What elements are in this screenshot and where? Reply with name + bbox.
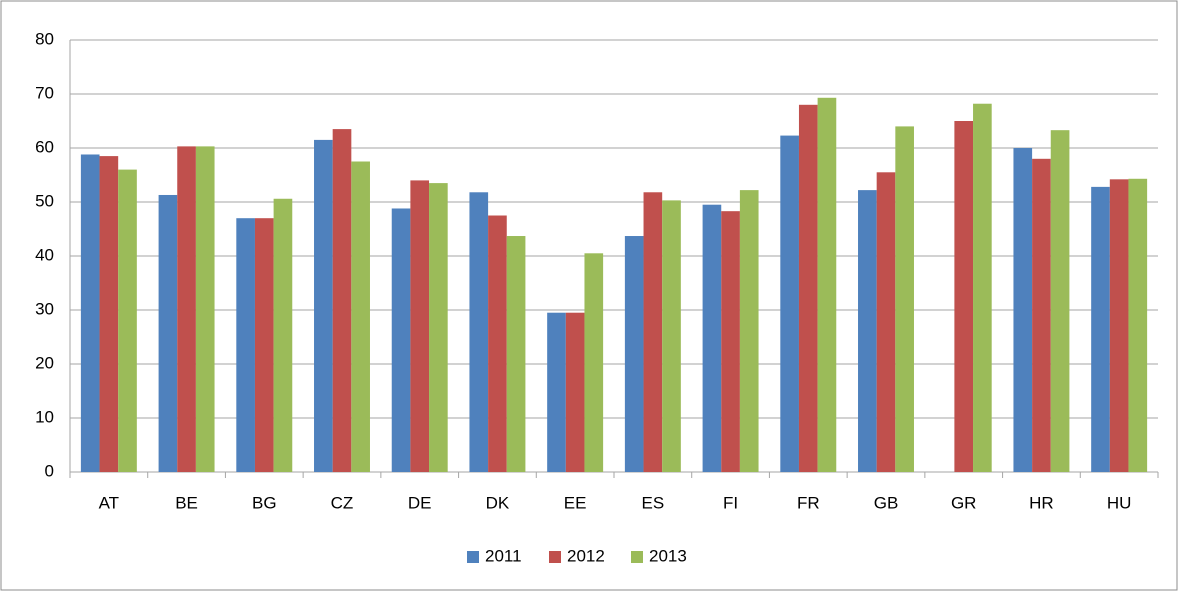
- bar: [565, 312, 585, 472]
- bar: [721, 211, 740, 472]
- y-tick-label: 60: [35, 137, 54, 156]
- x-tick-label: ES: [642, 493, 665, 512]
- y-tick-label: 80: [35, 29, 54, 48]
- bar: [314, 139, 333, 472]
- y-tick-label: 10: [35, 407, 54, 426]
- bar: [1013, 148, 1033, 472]
- bar: [895, 126, 914, 473]
- x-tick-label: DE: [408, 493, 432, 512]
- x-tick-label: GB: [874, 493, 899, 512]
- bar: [817, 97, 837, 472]
- x-tick-label: GR: [951, 493, 977, 512]
- x-tick-label: CZ: [331, 493, 354, 512]
- bar: [702, 204, 722, 472]
- bar: [780, 135, 799, 472]
- y-tick-label: 20: [35, 353, 54, 372]
- x-tick-label: BE: [175, 493, 198, 512]
- bar: [410, 180, 430, 472]
- bar: [469, 192, 489, 472]
- y-tick-label: 0: [45, 461, 54, 480]
- bar: [643, 192, 663, 472]
- bar: [488, 215, 507, 472]
- x-tick-label: AT: [99, 493, 119, 512]
- bar: [624, 236, 644, 472]
- bar: [1032, 158, 1051, 473]
- bar: [195, 146, 215, 472]
- legend-label: 2013: [649, 546, 687, 565]
- x-tick-label: EE: [564, 493, 587, 512]
- bar: [80, 154, 100, 473]
- bar: [662, 200, 681, 472]
- bar: [876, 172, 896, 473]
- bar: [177, 146, 196, 472]
- bar: [584, 253, 604, 472]
- x-tick-label: DK: [486, 493, 510, 512]
- y-tick-label: 40: [35, 245, 54, 264]
- y-tick-label: 30: [35, 299, 54, 318]
- x-tick-label: BG: [252, 493, 277, 512]
- x-tick-label: FR: [797, 493, 820, 512]
- legend-label: 2012: [567, 546, 605, 565]
- bar: [254, 218, 274, 472]
- legend-swatch: [467, 551, 479, 563]
- bar: [429, 183, 448, 472]
- bar: [547, 312, 566, 472]
- bar: [506, 236, 526, 472]
- x-tick-label: FI: [723, 493, 738, 512]
- y-tick-label: 50: [35, 191, 54, 210]
- bar: [1128, 178, 1148, 472]
- bar: [236, 218, 255, 472]
- bar: [858, 190, 877, 472]
- bar: [391, 208, 411, 473]
- bar: [798, 104, 818, 473]
- x-tick-label: HR: [1029, 493, 1054, 512]
- y-tick-label: 70: [35, 83, 54, 102]
- bar: [273, 198, 293, 472]
- bar: [99, 156, 119, 472]
- x-tick-label: HU: [1107, 493, 1132, 512]
- bar: [332, 129, 352, 472]
- bar: [1109, 179, 1129, 472]
- bar: [973, 103, 992, 472]
- bar: [1050, 130, 1070, 472]
- legend-label: 2011: [485, 546, 522, 565]
- legend-swatch: [549, 551, 561, 563]
- bar: [739, 190, 759, 472]
- bar: [158, 194, 178, 473]
- legend-swatch: [631, 551, 643, 563]
- bar: [954, 121, 974, 472]
- bar: [118, 169, 137, 472]
- bar: [351, 161, 370, 472]
- bar: [1091, 186, 1110, 472]
